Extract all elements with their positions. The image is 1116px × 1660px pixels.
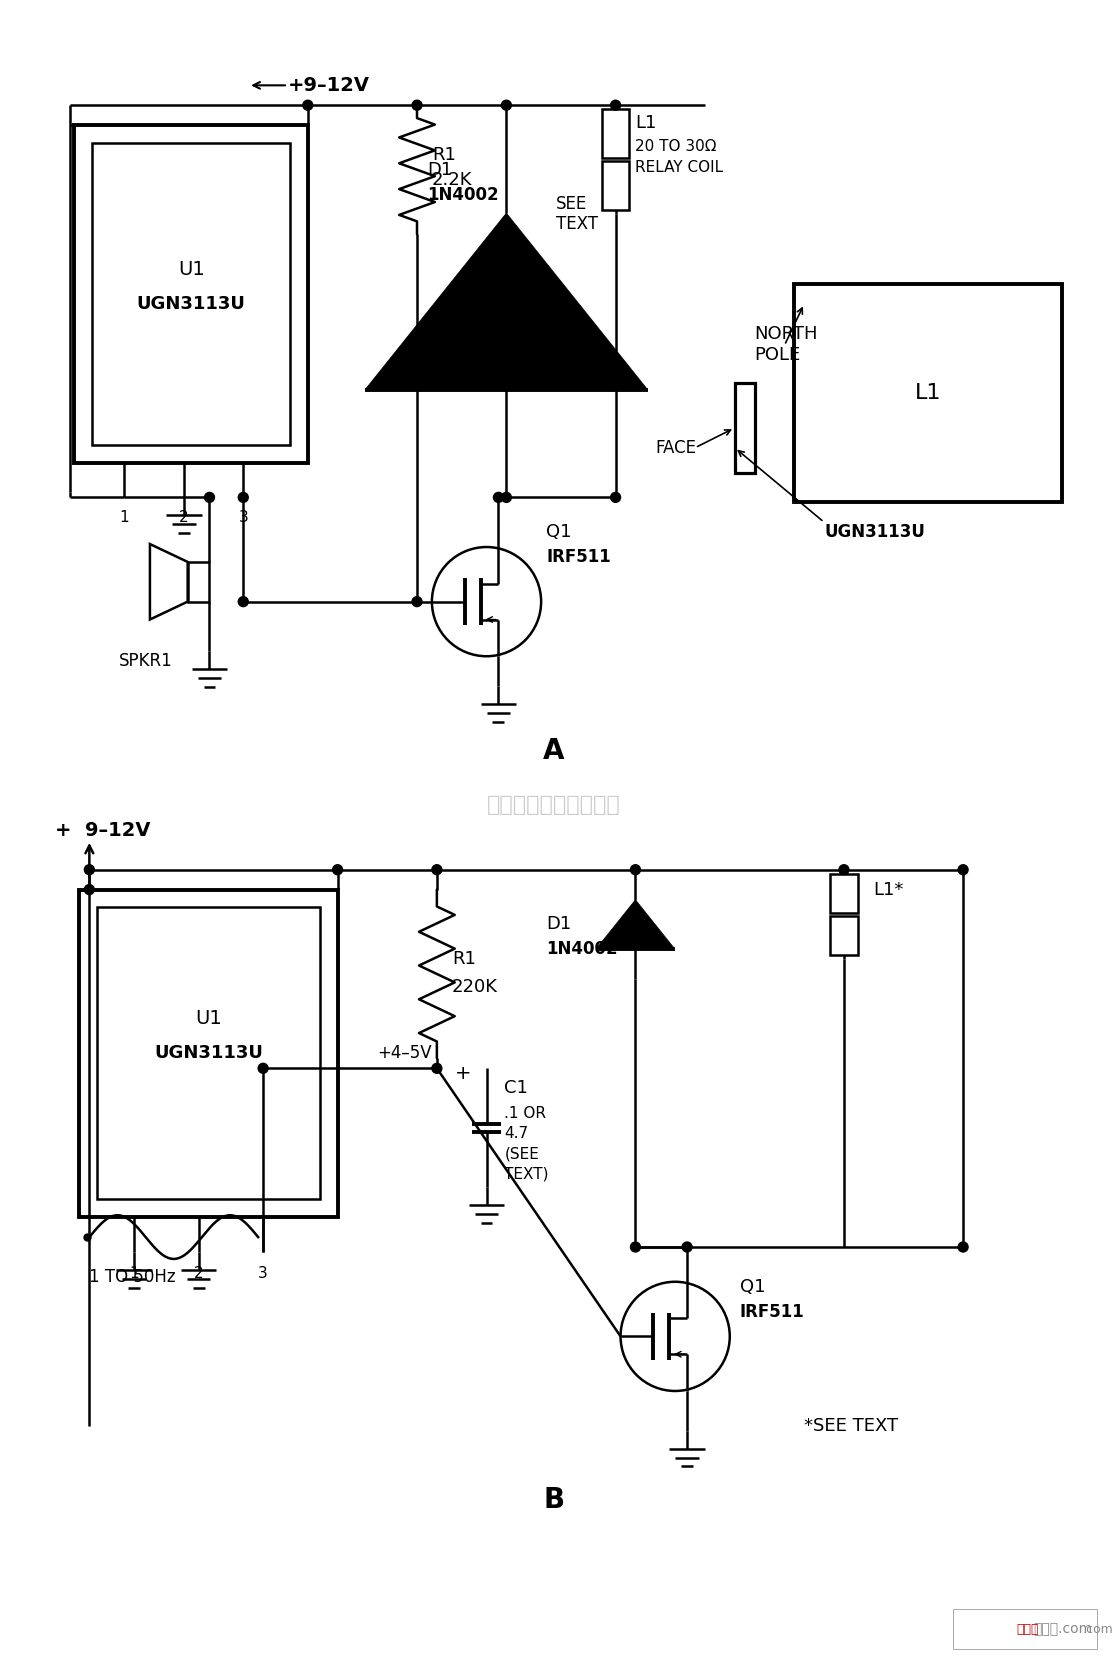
Circle shape: [839, 865, 849, 875]
Text: R1: R1: [432, 146, 455, 164]
Text: UGN3113U: UGN3113U: [824, 523, 925, 541]
Text: L1: L1: [635, 115, 657, 133]
Text: 2: 2: [194, 1267, 203, 1282]
Text: *SEE TEXT: *SEE TEXT: [805, 1416, 898, 1434]
Text: 20 TO 30Ω: 20 TO 30Ω: [635, 139, 716, 154]
Text: C1: C1: [504, 1079, 528, 1097]
Text: Q1: Q1: [546, 523, 571, 541]
Text: L1*: L1*: [874, 880, 904, 898]
Circle shape: [501, 493, 511, 503]
Bar: [830, 873, 858, 913]
Circle shape: [239, 493, 248, 503]
Bar: [79, 890, 337, 1217]
Text: 3: 3: [239, 510, 248, 525]
Bar: [795, 284, 1062, 503]
Circle shape: [85, 865, 95, 875]
Text: 1N4002: 1N4002: [546, 940, 618, 958]
Bar: [75, 124, 308, 463]
Circle shape: [610, 493, 620, 503]
Bar: [602, 161, 629, 211]
Bar: [187, 563, 210, 601]
Circle shape: [501, 100, 511, 110]
Text: 杭州将睿科技有限公司: 杭州将睿科技有限公司: [488, 795, 620, 815]
Text: +: +: [455, 1064, 472, 1082]
Text: 4.7: 4.7: [504, 1127, 529, 1142]
Text: IRF511: IRF511: [740, 1303, 805, 1321]
Text: (SEE: (SEE: [504, 1145, 539, 1162]
Polygon shape: [150, 544, 187, 619]
Circle shape: [204, 493, 214, 503]
Text: Q1: Q1: [740, 1278, 766, 1296]
Bar: [602, 110, 629, 158]
Text: TEXT): TEXT): [504, 1165, 549, 1180]
Text: RELAY COIL: RELAY COIL: [635, 161, 723, 176]
Text: 接线图: 接线图: [1017, 1623, 1039, 1635]
Text: +4–5V: +4–5V: [377, 1044, 432, 1062]
Text: +9–12V: +9–12V: [288, 76, 369, 95]
Text: SEE: SEE: [556, 196, 587, 214]
Text: 2.2K: 2.2K: [432, 171, 472, 189]
Text: 1: 1: [129, 1267, 138, 1282]
Text: 1 TO 50Hz: 1 TO 50Hz: [89, 1268, 176, 1286]
Text: 220K: 220K: [452, 978, 498, 996]
Circle shape: [493, 493, 503, 503]
Text: UGN3113U: UGN3113U: [136, 295, 246, 312]
Circle shape: [412, 596, 422, 606]
Circle shape: [302, 100, 312, 110]
Text: +  9–12V: + 9–12V: [55, 820, 151, 840]
Text: TEXT: TEXT: [556, 216, 598, 234]
Bar: [97, 908, 319, 1200]
Text: .com: .com: [1083, 1623, 1113, 1635]
Circle shape: [258, 1064, 268, 1074]
Text: 接线图.com: 接线图.com: [1033, 1622, 1093, 1637]
Text: NORTH: NORTH: [754, 325, 818, 342]
Text: SPKR1: SPKR1: [119, 652, 173, 671]
Polygon shape: [365, 212, 647, 390]
Bar: [734, 383, 754, 473]
Text: U1: U1: [195, 1009, 222, 1028]
Circle shape: [333, 865, 343, 875]
Text: 1N4002: 1N4002: [427, 186, 499, 204]
Text: U1: U1: [177, 259, 204, 279]
Bar: [830, 916, 858, 954]
Text: UGN3113U: UGN3113U: [154, 1044, 263, 1062]
Circle shape: [610, 100, 620, 110]
Circle shape: [239, 596, 248, 606]
Text: L1: L1: [915, 383, 942, 403]
Circle shape: [631, 865, 641, 875]
Text: POLE: POLE: [754, 347, 801, 365]
Circle shape: [682, 1242, 692, 1252]
Circle shape: [432, 865, 442, 875]
Polygon shape: [596, 900, 675, 950]
Text: B: B: [543, 1486, 565, 1514]
Circle shape: [432, 1064, 442, 1074]
Text: IRF511: IRF511: [546, 548, 610, 566]
Circle shape: [412, 100, 422, 110]
Text: A: A: [543, 737, 565, 765]
Bar: [953, 1610, 1097, 1648]
Text: FACE: FACE: [655, 438, 696, 456]
Circle shape: [85, 885, 95, 895]
Circle shape: [959, 1242, 968, 1252]
Circle shape: [631, 1242, 641, 1252]
Text: 3: 3: [258, 1267, 268, 1282]
Text: D1: D1: [546, 915, 571, 933]
Text: D1: D1: [427, 161, 452, 179]
Text: .1 OR: .1 OR: [504, 1107, 547, 1122]
Text: R1: R1: [452, 950, 475, 968]
Bar: [93, 143, 290, 445]
Text: 2: 2: [179, 510, 189, 525]
Text: 1: 1: [119, 510, 129, 525]
Circle shape: [959, 865, 968, 875]
